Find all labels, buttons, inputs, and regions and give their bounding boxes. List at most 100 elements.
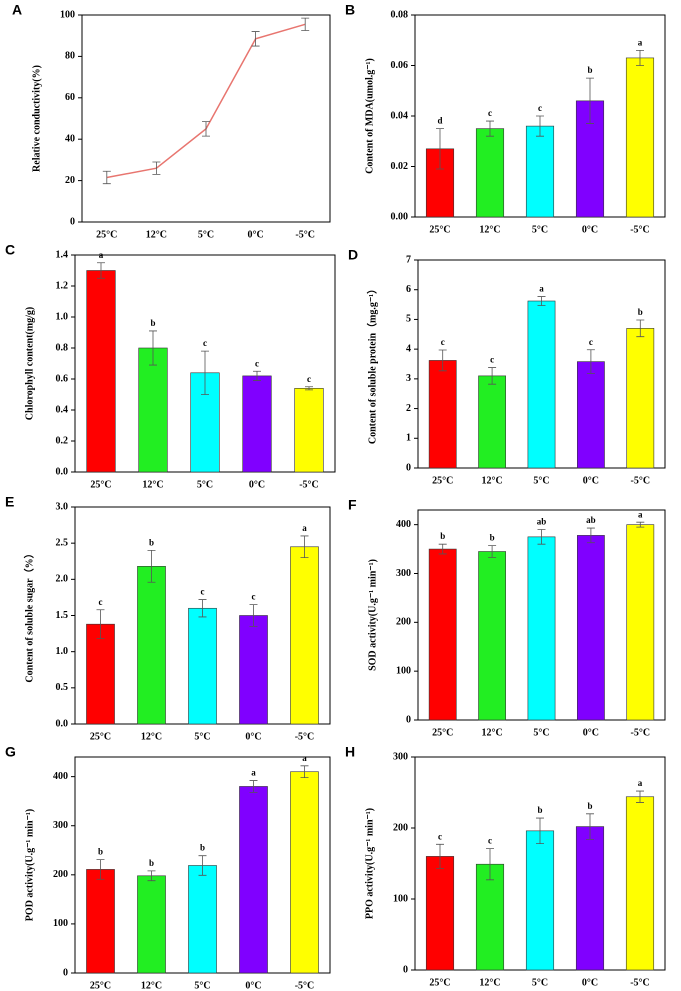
error-bar xyxy=(198,855,207,876)
significance-letter: a xyxy=(99,250,104,260)
bar xyxy=(525,125,555,218)
x-tick-label: 25°C xyxy=(432,475,453,486)
y-tick-label: 100 xyxy=(393,893,408,904)
bar xyxy=(626,524,655,721)
x-tick-label: 0°C xyxy=(247,229,263,240)
y-tick-label: 300 xyxy=(53,820,68,831)
y-tick-label: 0.06 xyxy=(391,60,409,71)
x-tick-label: 5°C xyxy=(194,980,210,991)
significance-letter: c xyxy=(203,338,207,348)
x-tick-label: 5°C xyxy=(533,475,549,486)
error-bar xyxy=(486,120,494,137)
y-tick-label: 1.0 xyxy=(56,311,69,322)
error-bar xyxy=(536,115,544,137)
error-bar xyxy=(436,843,444,869)
significance-letter: c xyxy=(438,831,442,841)
y-tick-label: 80 xyxy=(65,51,75,62)
x-tick-label: 5°C xyxy=(532,224,548,235)
y-axis-label: Chlorophyll content(mg/g) xyxy=(24,307,35,420)
bar xyxy=(425,856,455,971)
bar xyxy=(290,546,319,725)
x-tick-label: 5°C xyxy=(197,479,213,490)
bar xyxy=(475,128,505,218)
bar xyxy=(137,875,166,974)
significance-letter: b xyxy=(490,533,495,543)
x-tick-label: 25°C xyxy=(429,224,450,235)
x-tick-label: -5°C xyxy=(630,224,650,235)
y-tick-label: 0.5 xyxy=(56,682,69,693)
significance-letter: b xyxy=(149,537,154,547)
bar xyxy=(188,607,217,725)
bar xyxy=(242,375,272,473)
significance-letter: b xyxy=(149,858,154,868)
error-bar xyxy=(249,780,258,793)
significance-letter: b xyxy=(537,805,542,815)
bar xyxy=(626,328,655,469)
significance-letter: b xyxy=(150,318,155,328)
y-tick-label: 1.5 xyxy=(56,610,69,621)
y-tick-label: 0.6 xyxy=(56,373,69,384)
bar xyxy=(478,551,506,721)
bar xyxy=(290,771,319,974)
significance-letter: a xyxy=(302,523,307,533)
error-bar xyxy=(586,77,594,124)
panel-label: G xyxy=(5,744,16,760)
x-tick-label: 12°C xyxy=(141,980,162,991)
significance-letter: a xyxy=(638,778,643,788)
y-tick-label: 0 xyxy=(406,714,411,725)
y-tick-label: 5 xyxy=(406,314,411,325)
significance-letter: c xyxy=(488,108,492,118)
significance-letter: d xyxy=(437,116,442,126)
error-bar xyxy=(636,521,645,528)
error-bar xyxy=(300,765,309,779)
x-tick-label: -5°C xyxy=(631,475,651,486)
significance-letter: c xyxy=(255,358,259,368)
y-tick-label: 200 xyxy=(53,869,68,880)
bar xyxy=(86,869,115,974)
error-bar xyxy=(537,529,546,545)
significance-letter: c xyxy=(99,597,103,607)
error-bar xyxy=(586,813,594,840)
x-tick-label: 12°C xyxy=(481,475,502,486)
error-bar xyxy=(436,128,444,170)
bar xyxy=(478,375,506,469)
y-tick-label: 60 xyxy=(65,92,75,103)
x-tick-label: 25°C xyxy=(96,229,117,240)
significance-letter: a xyxy=(539,284,544,294)
y-tick-label: 2.5 xyxy=(56,537,69,548)
x-tick-label: 5°C xyxy=(533,727,549,738)
error-bar xyxy=(305,386,313,391)
y-axis-label: Content of soluble sugar（%） xyxy=(22,548,35,682)
error-bar xyxy=(438,543,447,555)
y-axis-label: SOD activity(U.g⁻¹ min⁻¹) xyxy=(367,559,378,671)
significance-letter: b xyxy=(98,847,103,857)
x-tick-label: -5°C xyxy=(295,980,315,991)
error-bar xyxy=(198,599,207,618)
error-bar xyxy=(536,817,544,845)
x-tick-label: -5°C xyxy=(630,977,650,988)
error-bar xyxy=(152,161,161,175)
bar xyxy=(86,623,115,725)
y-tick-label: 0 xyxy=(403,964,408,975)
y-axis-label: Content of soluble protein（mg.g⁻¹） xyxy=(365,284,378,444)
error-bar xyxy=(636,49,644,66)
x-tick-label: 12°C xyxy=(142,479,163,490)
error-bar xyxy=(201,350,209,395)
error-bar xyxy=(96,859,105,880)
significance-letter: ab xyxy=(537,517,547,527)
y-tick-label: 0.0 xyxy=(56,718,69,729)
significance-letter: b xyxy=(200,843,205,853)
y-tick-label: 0.2 xyxy=(56,435,69,446)
bar xyxy=(428,548,457,721)
y-tick-label: 1.0 xyxy=(56,646,69,657)
error-bar xyxy=(102,170,111,185)
y-axis-label: Content of MDA(umol.g⁻¹) xyxy=(364,58,375,174)
bar xyxy=(239,615,268,725)
significance-letter: a xyxy=(302,753,307,763)
y-tick-label: 200 xyxy=(393,822,408,833)
y-tick-label: 300 xyxy=(393,751,408,762)
significance-letter: ab xyxy=(586,515,596,525)
error-bar xyxy=(488,545,497,558)
error-bar xyxy=(149,330,157,366)
x-tick-label: 12°C xyxy=(479,224,500,235)
